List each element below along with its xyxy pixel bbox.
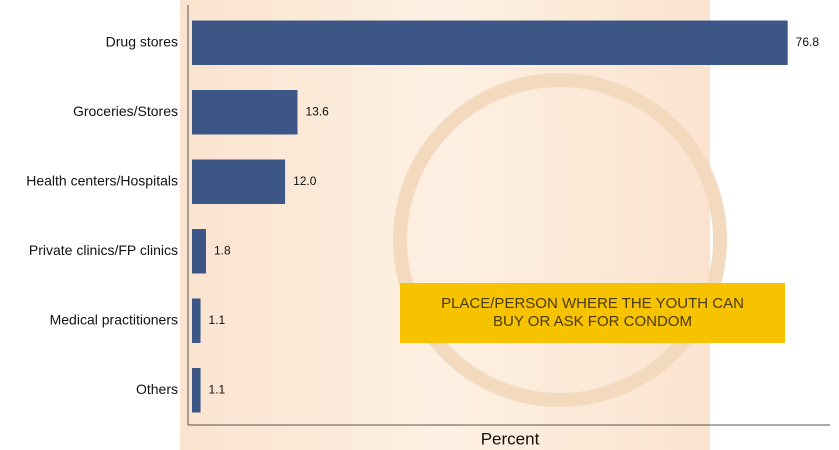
bar	[192, 299, 201, 343]
y-tick-label: Medical practitioners	[50, 311, 178, 327]
x-axis-label: Percent	[481, 429, 540, 448]
annotation: PLACE/PERSON WHERE THE YOUTH CAN BUY OR …	[400, 283, 785, 343]
value-label: 1.1	[209, 313, 226, 327]
bar	[192, 368, 201, 412]
y-tick-label: Groceries/Stores	[73, 103, 178, 119]
value-label: 1.1	[209, 382, 226, 396]
y-tick-label: Drug stores	[106, 33, 178, 49]
bar	[192, 21, 788, 65]
page: Percent Drug stores 76.8 Groceries/Stores 1…	[0, 0, 839, 450]
value-label: 76.8	[796, 35, 820, 49]
value-label: 12.0	[293, 174, 317, 188]
value-label: 1.8	[214, 243, 231, 257]
bar	[192, 229, 206, 273]
chart: Percent Drug stores 76.8 Groceries/Stores 1…	[0, 0, 839, 450]
value-label: 13.6	[305, 104, 329, 118]
bar	[192, 90, 297, 134]
y-tick-label: Health centers/Hospitals	[26, 172, 178, 188]
y-tick-label: Others	[136, 381, 178, 397]
bar	[192, 160, 285, 204]
y-tick-label: Private clinics/FP clinics	[29, 242, 178, 258]
